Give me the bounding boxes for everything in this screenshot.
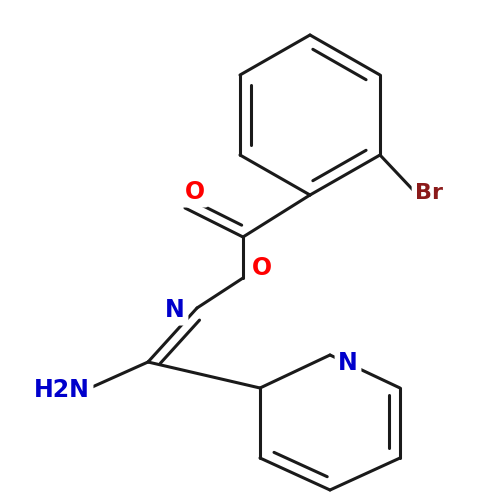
Text: O: O — [252, 256, 272, 280]
Text: O: O — [185, 180, 205, 204]
Text: N: N — [338, 351, 358, 375]
Text: Br: Br — [415, 183, 443, 203]
Text: N: N — [165, 298, 185, 322]
Text: H2N: H2N — [34, 378, 90, 402]
